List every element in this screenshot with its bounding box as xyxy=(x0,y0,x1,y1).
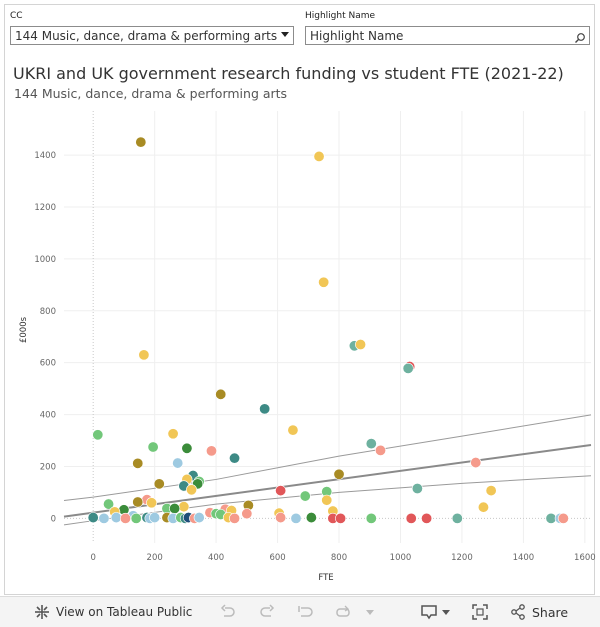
data-point xyxy=(119,512,131,524)
share-icon xyxy=(511,604,525,620)
highlight-search-box[interactable] xyxy=(305,26,590,45)
x-tick-label: 1400 xyxy=(513,553,535,563)
x-axis-label: FTE xyxy=(318,573,333,583)
data-point xyxy=(135,136,147,148)
y-tick-label: 400 xyxy=(40,411,56,421)
data-point xyxy=(181,442,193,454)
data-point xyxy=(313,150,325,162)
view-on-tableau-public-label: View on Tableau Public xyxy=(56,605,193,619)
data-point xyxy=(87,512,99,524)
y-tick-label: 0 xyxy=(51,514,56,524)
x-tick-label: 1600 xyxy=(574,553,596,563)
tableau-toolbar: View on Tableau Public Share xyxy=(0,596,600,627)
data-point xyxy=(169,502,181,514)
data-point xyxy=(305,512,317,524)
data-point xyxy=(110,512,122,524)
redo-icon[interactable] xyxy=(258,597,276,627)
data-point xyxy=(193,512,205,524)
trend-upper-band xyxy=(63,414,592,501)
data-point xyxy=(402,362,414,374)
data-point xyxy=(557,512,569,524)
x-tick-label: 0 xyxy=(90,553,95,563)
data-point xyxy=(132,496,144,508)
y-tick-label: 200 xyxy=(40,462,56,472)
share-label: Share xyxy=(532,604,569,620)
data-point xyxy=(411,483,423,495)
x-tick-label: 200 xyxy=(147,553,163,563)
data-point xyxy=(178,501,190,513)
data-point xyxy=(92,429,104,441)
data-point xyxy=(318,276,330,288)
data-point xyxy=(229,512,241,524)
data-point xyxy=(545,512,557,524)
data-point xyxy=(130,512,142,524)
y-tick-label: 1000 xyxy=(34,255,56,265)
data-point xyxy=(149,512,161,524)
data-point xyxy=(299,490,311,502)
data-point xyxy=(229,452,241,464)
refresh-icon[interactable] xyxy=(334,597,352,627)
pause-dropdown-icon[interactable] xyxy=(366,597,374,627)
data-point xyxy=(365,438,377,450)
data-point xyxy=(215,388,227,400)
fullscreen-icon[interactable] xyxy=(471,597,489,627)
data-point xyxy=(290,512,302,524)
data-point xyxy=(147,441,159,453)
data-point xyxy=(138,349,150,361)
undo-icon[interactable] xyxy=(219,597,237,627)
data-point xyxy=(186,484,198,496)
highlight-label: Highlight Name xyxy=(305,11,376,21)
data-point xyxy=(405,512,417,524)
x-tick-label: 800 xyxy=(331,553,347,563)
data-point xyxy=(172,457,184,469)
cc-filter-value: 144 Music, dance, drama & performing art… xyxy=(15,29,278,43)
y-tick-label: 600 xyxy=(40,359,56,369)
data-point xyxy=(205,445,217,457)
y-axis-label: £000s xyxy=(19,316,29,343)
x-tick-label: 400 xyxy=(208,553,224,563)
x-tick-label: 600 xyxy=(269,553,285,563)
data-point xyxy=(103,498,115,510)
y-tick-label: 1400 xyxy=(34,151,56,161)
cc-filter-label: CC xyxy=(10,11,23,21)
data-point xyxy=(355,339,367,351)
x-tick-label: 1000 xyxy=(390,553,412,563)
data-point xyxy=(132,457,144,469)
data-point xyxy=(485,485,497,497)
data-point xyxy=(321,494,333,506)
data-point xyxy=(421,512,433,524)
x-tick-label: 1200 xyxy=(451,553,473,563)
trend-lower-band xyxy=(63,475,592,526)
chart-title: UKRI and UK government research funding … xyxy=(13,64,564,83)
data-point xyxy=(275,512,287,524)
tableau-logo-icon xyxy=(35,605,49,619)
data-point xyxy=(477,501,489,513)
data-point xyxy=(470,457,482,469)
revert-icon[interactable] xyxy=(296,597,314,627)
y-tick-label: 800 xyxy=(40,307,56,317)
data-point xyxy=(365,512,377,524)
download-icon[interactable] xyxy=(420,597,450,627)
data-point xyxy=(153,478,165,490)
y-tick-label: 1200 xyxy=(34,203,56,213)
dropdown-arrow-icon xyxy=(281,32,289,37)
cc-filter-dropdown[interactable]: 144 Music, dance, drama & performing art… xyxy=(10,26,294,45)
data-point xyxy=(146,497,158,509)
data-point xyxy=(451,512,463,524)
data-point xyxy=(98,512,110,524)
data-point xyxy=(259,403,271,415)
data-point xyxy=(241,508,253,520)
share-button[interactable]: Share xyxy=(510,597,568,627)
data-point xyxy=(275,485,287,497)
scatter-chart: 0 200 400 600 800 1000 1200 1400 1600 0 200 400 600 8… xyxy=(19,111,596,583)
chart-subtitle: 144 Music, dance, drama & performing art… xyxy=(14,86,288,101)
data-point xyxy=(335,512,347,524)
data-point xyxy=(375,444,387,456)
data-point xyxy=(167,428,179,440)
data-point xyxy=(287,424,299,436)
highlight-input[interactable] xyxy=(306,27,570,44)
search-icon[interactable] xyxy=(574,29,586,48)
view-on-tableau-public-button[interactable]: View on Tableau Public xyxy=(33,597,192,627)
data-point xyxy=(333,468,345,480)
